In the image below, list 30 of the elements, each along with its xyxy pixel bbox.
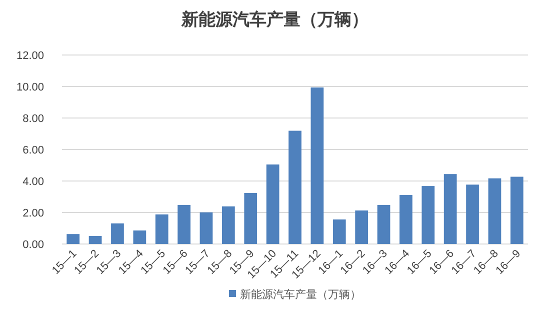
bar [200, 212, 213, 244]
bar [488, 178, 502, 244]
bar [178, 204, 190, 244]
chart-title: 新能源汽车产量（万辆） [180, 10, 368, 29]
bar [266, 164, 280, 244]
bar [444, 174, 457, 244]
bar [400, 195, 412, 244]
bar [244, 192, 258, 244]
bar [288, 130, 302, 244]
bar [422, 186, 435, 244]
bar [133, 230, 146, 244]
legend-label: 新能源汽车产量（万辆） [240, 288, 361, 301]
bar [111, 223, 124, 244]
y-tick-label: 6.00 [22, 144, 44, 156]
y-tick-label: 12.00 [16, 50, 44, 62]
y-tick-label: 10.00 [16, 82, 44, 94]
bar [332, 219, 346, 244]
bar [355, 210, 368, 244]
bar [88, 236, 102, 244]
bar [377, 204, 390, 244]
bar [466, 184, 479, 244]
bar [310, 87, 324, 244]
bar [66, 234, 80, 244]
bar [510, 176, 524, 244]
y-tick-label: 8.00 [22, 113, 44, 125]
bar [222, 206, 235, 244]
y-tick-label: 4.00 [22, 176, 44, 188]
bar [155, 214, 168, 244]
y-tick-label: 0.00 [22, 239, 44, 251]
y-tick-label: 2.00 [22, 208, 44, 220]
